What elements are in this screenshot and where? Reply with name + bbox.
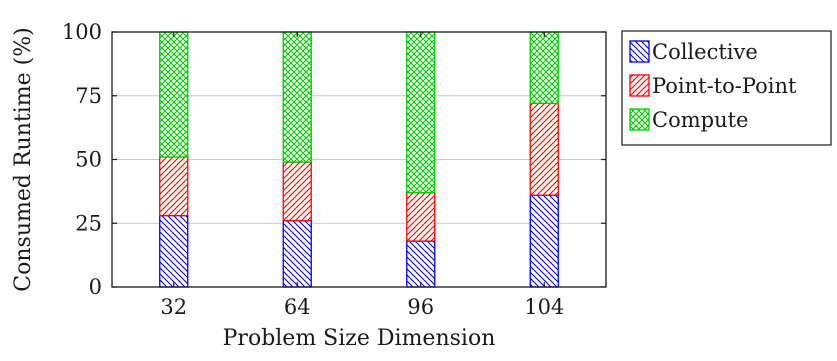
bar-compute-64: [282, 31, 312, 163]
bar-point-to-point-64: [282, 161, 312, 222]
bar-point-to-point-104: [529, 102, 559, 196]
y-tick-label-0: 0: [89, 275, 102, 299]
bars: [159, 31, 559, 288]
x-tick-label-64: 64: [284, 295, 311, 319]
legend-label-collective: Collective: [652, 40, 758, 64]
legend-swatch-point-to-point: [629, 74, 650, 97]
bar-compute-104: [529, 31, 559, 105]
x-tick-label-96: 96: [407, 295, 434, 319]
grid-lines: [112, 95, 606, 224]
y-axis-title: Consumed Runtime (%): [11, 27, 36, 291]
bar-point-to-point-32: [159, 156, 189, 217]
y-tick-label-100: 100: [62, 20, 102, 44]
axes: 0 25 50 75 100 32 64 96 104 Problem Size Dimensio…: [11, 20, 607, 351]
bar-collective-104: [529, 194, 559, 288]
bar-compute-32: [159, 31, 189, 158]
legend: Collective Point-to-Point Compute: [621, 30, 832, 146]
bar-point-to-point-96: [406, 191, 436, 242]
x-axis-title: Problem Size Dimension: [223, 326, 496, 351]
bar-collective-64: [282, 220, 312, 288]
legend-swatch-collective: [629, 40, 650, 63]
y-tick-label-50: 50: [75, 148, 102, 172]
legend-box: [621, 30, 832, 146]
x-tick-label-32: 32: [160, 295, 187, 319]
legend-swatch-compute: [629, 108, 650, 131]
y-tick-label-25: 25: [75, 211, 102, 235]
legend-label-point-to-point: Point-to-Point: [652, 74, 797, 98]
y-tick-label-75: 75: [75, 84, 102, 108]
x-tick-label-104: 104: [524, 295, 564, 319]
legend-label-compute: Compute: [652, 108, 748, 132]
bar-collective-96: [406, 240, 436, 288]
bar-collective-32: [159, 214, 189, 288]
bar-compute-96: [406, 31, 436, 194]
